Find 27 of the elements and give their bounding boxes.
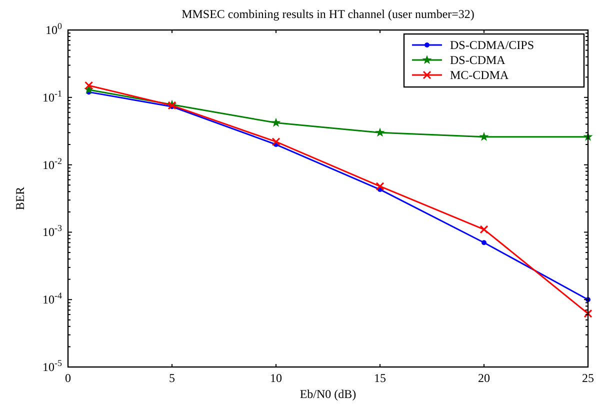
x-tick-label: 5 [169,371,175,385]
point [271,118,281,127]
legend-label: MC-CDMA [450,68,510,82]
y-tick-label: 10$^{-1}$ [42,88,62,104]
y-tick-label: 10$^{-5}$ [42,358,62,374]
y-tick-label: 10$^{0}$ [46,21,62,37]
x-tick-label: 20 [478,371,490,385]
x-tick-label: 25 [582,371,594,385]
point [584,309,592,318]
x-tick-label: 0 [65,371,71,385]
legend-label: DS-CDMA/CIPS [450,38,534,52]
chart-title: MMSEC combining results in HT channel (user number=32) [182,7,474,21]
y-tick-label: 10$^{-3}$ [42,223,62,240]
y-tick-label: 10$^{-2}$ [42,156,62,172]
point [272,137,280,146]
point [375,128,385,137]
point [84,81,94,90]
legend-label: DS-CDMA [450,53,506,67]
point [479,132,489,141]
x-tick-label: 10 [270,371,282,385]
x-tick-label: 15 [374,371,386,385]
y-tick-label: 10$^{-4}$ [42,290,62,307]
point [480,225,488,234]
y-axis-title: BER [13,186,27,210]
x-axis-title: Eb/N0 (dB) [300,387,356,401]
point [376,182,384,191]
point [482,240,486,246]
